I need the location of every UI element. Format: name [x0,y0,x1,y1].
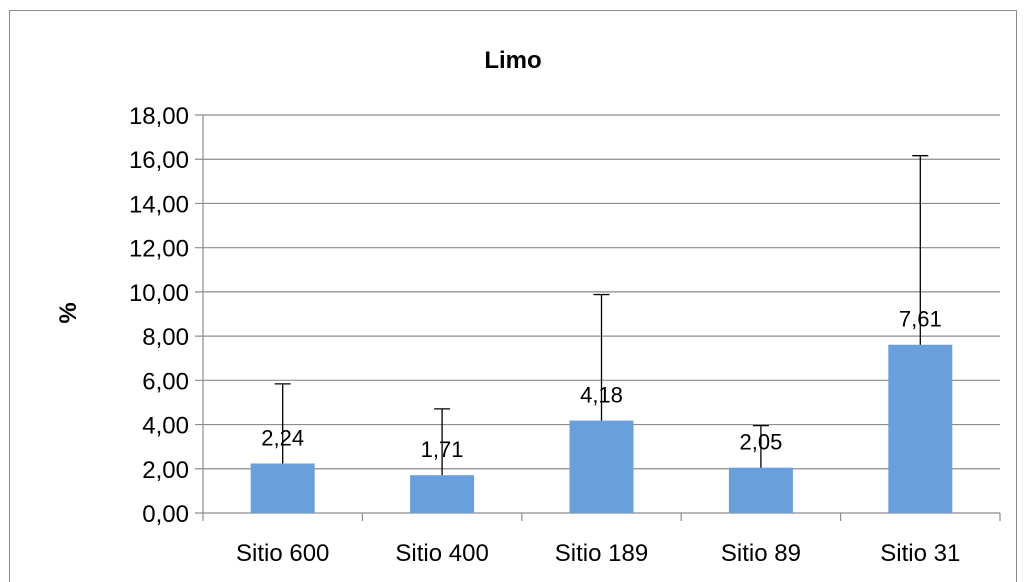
bar [569,420,634,513]
bar [250,463,315,513]
y-tick-label: 6,00 [142,368,189,395]
data-labels: 2,24 1,71 4,18 2,05 7,61 [261,307,941,462]
data-label: 7,61 [899,307,942,332]
y-axis-label: % [55,302,82,323]
y-tick-label: 0,00 [142,501,189,528]
chart-frame [9,10,1017,582]
data-label: 2,24 [261,425,304,450]
x-category-label: Sitio 89 [721,540,801,567]
x-category-label: Sitio 31 [880,540,960,567]
data-label: 1,71 [421,437,464,462]
y-tick-label: 8,00 [142,324,189,351]
bar [888,344,953,513]
y-tick-label: 14,00 [129,191,189,218]
y-tick-label: 4,00 [142,413,189,440]
y-tick-label: 12,00 [129,236,189,263]
error-bars [274,155,929,476]
data-label: 4,18 [580,383,623,408]
x-category-label: Sitio 189 [555,540,648,567]
y-tick-labels: 0,00 2,00 4,00 6,00 8,00 10,00 12,00 14,00 16,00… [129,103,189,528]
bar [728,467,793,513]
y-tick-label: 16,00 [129,147,189,174]
data-label: 2,05 [739,430,782,455]
y-tick-label: 10,00 [129,280,189,307]
y-tick-label: 2,00 [142,457,189,484]
bars [250,344,953,513]
x-category-label: Sitio 400 [395,540,488,567]
y-tick-label: 18,00 [129,103,189,130]
x-category-labels: Sitio 600 Sitio 400 Sitio 189 Sitio 89 Sitio… [236,540,960,567]
bar [410,475,475,513]
x-category-label: Sitio 600 [236,540,329,567]
chart-title: Limo [484,47,541,74]
